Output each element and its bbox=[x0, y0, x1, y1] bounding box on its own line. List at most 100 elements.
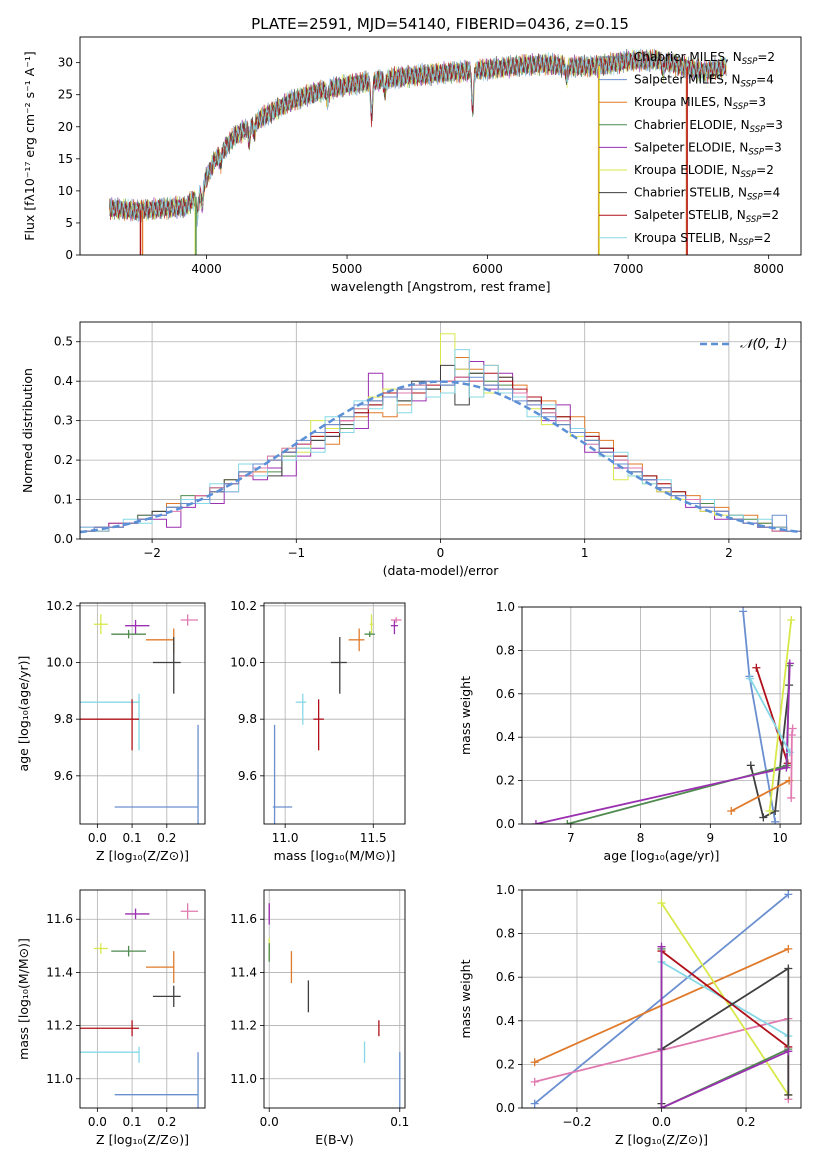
error-bar-point bbox=[114, 1052, 199, 1108]
y-tick-label: 9.8 bbox=[54, 712, 73, 726]
plus-marker bbox=[784, 944, 793, 953]
y-tick-label: 11.2 bbox=[230, 1019, 257, 1033]
x-axis-label: Z [log₁₀(Z/Z⊙)] bbox=[96, 848, 189, 863]
x-tick-label: 2 bbox=[725, 546, 733, 560]
spectrum-series-line bbox=[109, 49, 727, 221]
y-tick-label: 10.2 bbox=[46, 599, 73, 613]
error-bar-point bbox=[180, 614, 199, 626]
x-axis-label: Z [log₁₀(Z/Z⊙)] bbox=[96, 1132, 189, 1147]
chart-mass_vs_Z: 0.0 0.1 0.2 11.0 11.2 11.4 11.6 Z [log₁₀(Z/Z⊙)]… bbox=[16, 889, 206, 1147]
error-bar-point bbox=[80, 693, 140, 751]
chart-mass_vs_ebv: 0.0 0.1 11.0 11.2 11.4 11.6 E(B-V) bbox=[230, 889, 409, 1147]
x-tick-label: −2 bbox=[143, 546, 161, 560]
error-bar-point bbox=[80, 1020, 140, 1037]
y-tick-label: 0.8 bbox=[496, 927, 515, 941]
x-tick-label: 0.1 bbox=[123, 831, 142, 845]
x-tick-label: 7 bbox=[567, 831, 575, 845]
plus-marker bbox=[657, 899, 666, 908]
mass-weight-line bbox=[749, 678, 791, 753]
y-tick-label: 1.0 bbox=[496, 600, 515, 614]
chart-spectrum: 4000 5000 6000 7000 8000 0 5 10 15 20 25 30 waveleng… bbox=[22, 36, 802, 294]
y-tick-label: 10 bbox=[58, 184, 73, 198]
y-tick-label: 0.4 bbox=[496, 730, 515, 744]
y-tick-label: 20 bbox=[58, 120, 73, 134]
plot-area bbox=[80, 333, 801, 539]
plus-marker bbox=[531, 820, 540, 824]
x-tick-label: 1 bbox=[581, 546, 589, 560]
plus-marker bbox=[788, 724, 797, 733]
legend-entry: Kroupa MILES, NSSP=3 bbox=[634, 95, 766, 112]
y-tick-label: 0.5 bbox=[54, 335, 73, 349]
y-tick-label: 9.8 bbox=[238, 712, 257, 726]
error-bar-point bbox=[152, 637, 181, 694]
x-tick-label: 0.2 bbox=[157, 1115, 176, 1129]
chart-residuals: −2 −1 0 1 2 0.0 0.1 0.2 0.3 0.4 0.5 (data-model)/er… bbox=[20, 321, 802, 578]
y-tick-label: 30 bbox=[58, 56, 73, 70]
error-bar-point bbox=[80, 1046, 140, 1063]
plus-marker bbox=[727, 806, 736, 815]
plus-marker bbox=[739, 607, 748, 616]
chart-age_vs_mass: 11.0 11.5 9.6 9.8 10.0 10.2 mass [log₁₀(M/M⊙)] bbox=[230, 599, 406, 863]
y-axis-label: mass [log₁₀(M/M⊙)] bbox=[16, 938, 31, 1060]
y-tick-label: 10.0 bbox=[230, 656, 257, 670]
plus-marker bbox=[746, 761, 755, 770]
x-axis-label: mass [log₁₀(M/M⊙)] bbox=[274, 848, 396, 863]
plus-marker bbox=[771, 817, 780, 824]
plot-area bbox=[80, 614, 199, 824]
error-bar-point bbox=[390, 617, 402, 623]
y-tick-label: 0.0 bbox=[496, 1101, 515, 1115]
y-tick-label: 0.2 bbox=[496, 1057, 515, 1071]
y-tick-label: 11.4 bbox=[46, 965, 73, 979]
x-tick-label: −1 bbox=[287, 546, 305, 560]
y-tick-label: 0.8 bbox=[496, 643, 515, 657]
y-tick-label: 11.0 bbox=[46, 1072, 73, 1086]
axes-frame bbox=[263, 602, 406, 825]
chart-weight_vs_age: 7 8 9 10 0.0 0.2 0.4 0.6 0.8 1.0 age [log₁₀(age/yr… bbox=[458, 600, 802, 863]
legend-entry: Chabrier ELODIE, NSSP=3 bbox=[634, 118, 783, 135]
y-tick-label: 9.6 bbox=[238, 769, 257, 783]
y-tick-label: 15 bbox=[58, 152, 73, 166]
x-axis-label: (data-model)/error bbox=[383, 563, 500, 578]
chart-weight_vs_Z: −0.2 0.0 0.2 0.0 0.2 0.4 0.6 0.8 1.0 Z [log₁₀(Z/Z… bbox=[458, 883, 802, 1147]
y-tick-label: 11.0 bbox=[230, 1072, 257, 1086]
axes-frame bbox=[521, 606, 802, 825]
error-bar-point bbox=[114, 724, 199, 824]
error-bar-point bbox=[348, 628, 365, 652]
x-tick-label: 7000 bbox=[613, 262, 644, 276]
y-tick-label: 11.2 bbox=[46, 1019, 73, 1033]
y-tick-label: 0.2 bbox=[496, 774, 515, 788]
y-tick-label: 0.0 bbox=[54, 532, 73, 546]
plot-area bbox=[272, 614, 402, 824]
plus-marker bbox=[765, 806, 774, 815]
plot-area bbox=[531, 607, 797, 824]
plus-marker bbox=[787, 616, 796, 625]
x-tick-label: 0.1 bbox=[390, 1115, 409, 1129]
error-bar-point bbox=[313, 699, 324, 751]
y-tick-label: 0.6 bbox=[496, 970, 515, 984]
error-bar-point bbox=[111, 945, 146, 957]
x-tick-label: 4000 bbox=[191, 262, 222, 276]
plus-marker bbox=[530, 1058, 539, 1067]
plus-marker bbox=[752, 663, 761, 672]
legend-entry: Salpeter STELIB, NSSP=2 bbox=[634, 208, 779, 225]
mass-weight-line bbox=[660, 946, 789, 1108]
plus-marker bbox=[784, 1090, 793, 1099]
plot-area bbox=[530, 890, 793, 1108]
x-axis-label: Z [log₁₀(Z/Z⊙)] bbox=[615, 1132, 708, 1147]
y-tick-label: 0.3 bbox=[54, 414, 73, 428]
x-axis-label: E(B-V) bbox=[315, 1132, 354, 1147]
plus-marker bbox=[784, 890, 793, 899]
plot-area bbox=[80, 903, 199, 1108]
legend-entry: Chabrier STELIB, NSSP=4 bbox=[634, 186, 780, 203]
plus-marker bbox=[746, 674, 755, 683]
mass-weight-line bbox=[660, 950, 789, 1048]
y-tick-label: 25 bbox=[58, 88, 73, 102]
axes-frame bbox=[263, 889, 406, 1109]
y-tick-label: 11.4 bbox=[230, 965, 257, 979]
legend-entry: 𝒩(0, 1) bbox=[740, 337, 787, 352]
x-tick-label: −0.2 bbox=[562, 1115, 591, 1129]
chart-age_vs_Z: 0.0 0.1 0.2 9.6 9.8 10.0 10.2 Z [log₁₀(Z/Z⊙)] ag… bbox=[16, 599, 206, 863]
x-tick-label: 0.0 bbox=[260, 1115, 279, 1129]
legend-entry: Salpeter MILES, NSSP=4 bbox=[634, 73, 774, 90]
x-tick-label: 11.0 bbox=[272, 831, 299, 845]
